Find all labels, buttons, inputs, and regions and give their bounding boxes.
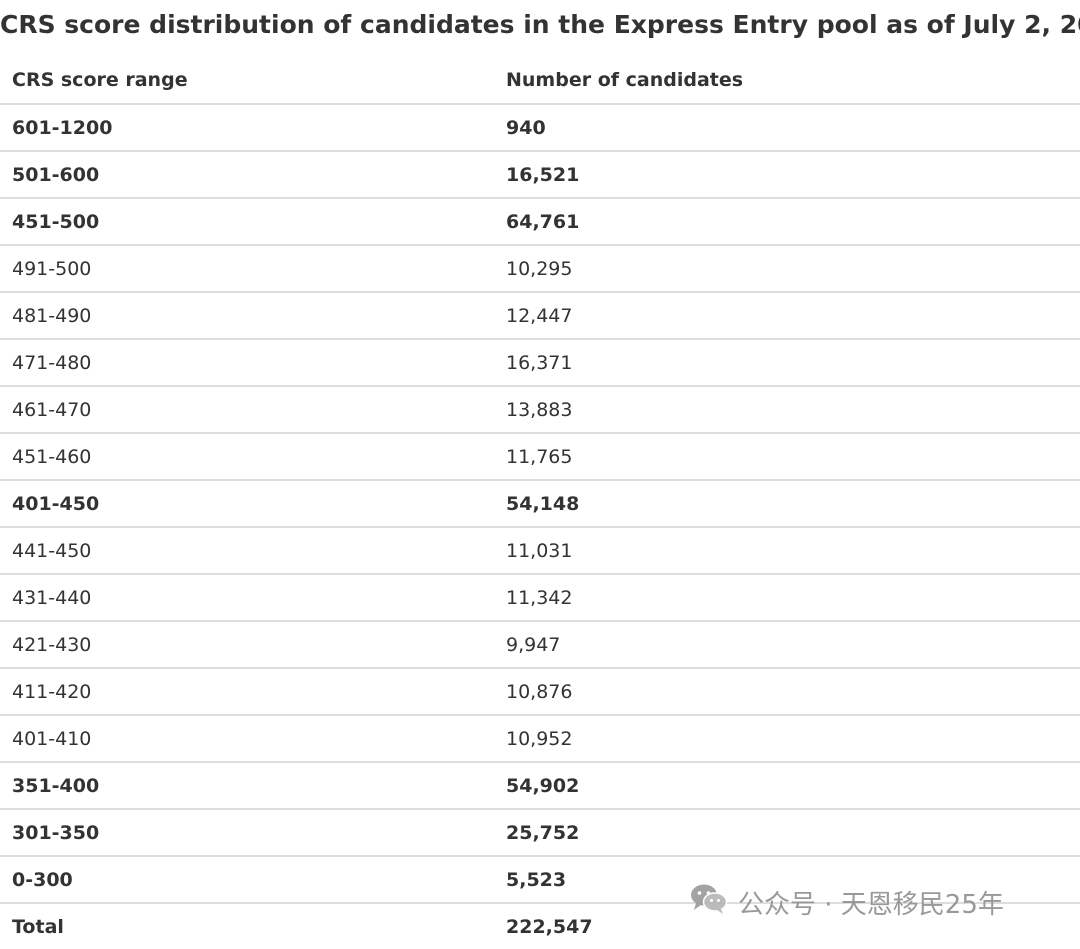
- table-row: 601-1200 940: [0, 104, 1080, 152]
- watermark: 公众号 · 天恩移民25年: [690, 882, 1004, 922]
- table-header-row: CRS score range Number of candidates: [0, 57, 1080, 105]
- table-row: 431-440 11,342: [0, 574, 1080, 622]
- candidate-count-cell: 12,447: [494, 292, 1080, 340]
- candidate-count-cell: 25,752: [494, 809, 1080, 857]
- candidate-count-cell: 9,947: [494, 621, 1080, 669]
- candidate-count-cell: 5,523: [494, 856, 1080, 904]
- score-range-cell: 421-430: [0, 621, 494, 669]
- score-range-cell: 481-490: [0, 292, 494, 340]
- wechat-icon: [690, 883, 738, 922]
- table-row: 421-430 9,947: [0, 621, 1080, 669]
- candidate-count-cell: 10,295: [494, 245, 1080, 293]
- score-range-cell: 411-420: [0, 668, 494, 716]
- table-row: 401-450 54,148: [0, 480, 1080, 528]
- table-row: 411-420 10,876: [0, 668, 1080, 716]
- table-row: 491-500 10,295: [0, 245, 1080, 293]
- crs-distribution-table: CRS score range Number of candidates 601…: [0, 57, 1080, 949]
- candidate-count-cell: 11,342: [494, 574, 1080, 622]
- score-range-cell: 451-500: [0, 198, 494, 246]
- table-row: 451-460 11,765: [0, 433, 1080, 481]
- score-range-cell: 461-470: [0, 386, 494, 434]
- candidate-count-cell: 13,883: [494, 386, 1080, 434]
- candidate-count-cell: 16,371: [494, 339, 1080, 387]
- column-header-score-range: CRS score range: [0, 57, 494, 105]
- score-range-cell: 441-450: [0, 527, 494, 575]
- table-row: 301-350 25,752: [0, 809, 1080, 857]
- table-row: 441-450 11,031: [0, 527, 1080, 575]
- table-row: 471-480 16,371: [0, 339, 1080, 387]
- table-row: 0-300 5,523: [0, 856, 1080, 904]
- score-range-cell: 351-400: [0, 762, 494, 810]
- table-row: 351-400 54,902: [0, 762, 1080, 810]
- total-row: Total 222,547: [0, 903, 1080, 949]
- candidate-count-cell: 54,902: [494, 762, 1080, 810]
- candidate-count-cell: 54,148: [494, 480, 1080, 528]
- candidate-count-cell: 940: [494, 104, 1080, 152]
- table-row: 451-500 64,761: [0, 198, 1080, 246]
- score-range-cell: 431-440: [0, 574, 494, 622]
- candidate-count-cell: 11,031: [494, 527, 1080, 575]
- column-header-candidates: Number of candidates: [494, 57, 1080, 105]
- score-range-cell: 501-600: [0, 151, 494, 199]
- page-title: CRS score distribution of candidates in …: [0, 10, 1080, 39]
- watermark-text: 公众号 · 天恩移民25年: [738, 889, 1004, 920]
- score-range-cell: 0-300: [0, 856, 494, 904]
- candidate-count-cell: 64,761: [494, 198, 1080, 246]
- table-row: 501-600 16,521: [0, 151, 1080, 199]
- score-range-cell: 401-410: [0, 715, 494, 763]
- score-range-cell: 491-500: [0, 245, 494, 293]
- score-range-cell: 451-460: [0, 433, 494, 481]
- candidate-count-cell: 10,876: [494, 668, 1080, 716]
- total-label-cell: Total: [12, 915, 64, 938]
- table-row: 481-490 12,447: [0, 292, 1080, 340]
- score-range-cell: 471-480: [0, 339, 494, 387]
- candidate-count-cell: 10,952: [494, 715, 1080, 763]
- total-count-cell: 222,547: [506, 915, 593, 938]
- candidate-count-cell: 16,521: [494, 151, 1080, 199]
- table-row: 401-410 10,952: [0, 715, 1080, 763]
- score-range-cell: 601-1200: [0, 104, 494, 152]
- candidate-count-cell: 11,765: [494, 433, 1080, 481]
- score-range-cell: 401-450: [0, 480, 494, 528]
- table-row: 461-470 13,883: [0, 386, 1080, 434]
- score-range-cell: 301-350: [0, 809, 494, 857]
